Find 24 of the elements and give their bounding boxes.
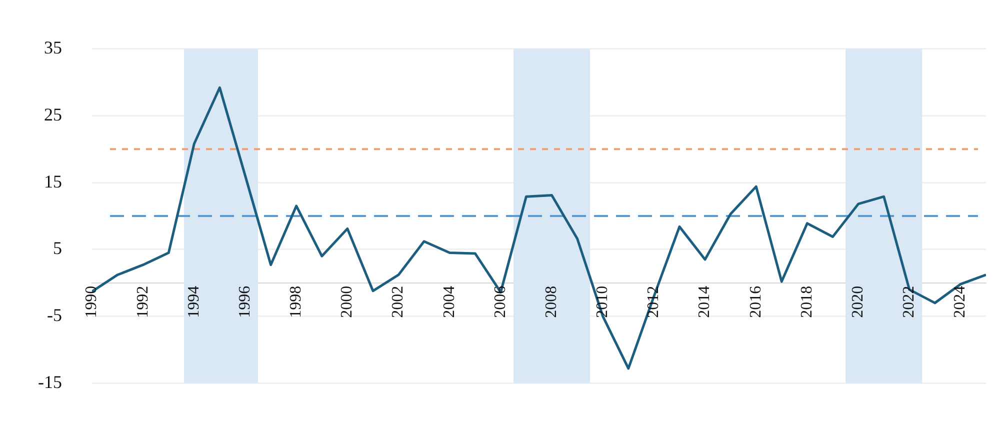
x-tick-label: 2004: [440, 286, 458, 318]
x-tick-label: 2000: [338, 286, 356, 318]
x-tick-label: 2014: [696, 286, 714, 318]
x-tick-label: 2002: [390, 286, 407, 318]
x-tick-label: 2024: [952, 286, 969, 318]
x-tick-label: 1994: [185, 286, 202, 318]
x-tick-label: 1992: [134, 286, 152, 318]
y-tick-label: 5: [52, 238, 62, 258]
x-tick-label: 2016: [747, 286, 764, 318]
x-tick-label: 2020: [849, 286, 866, 318]
x-tick-label: 1996: [236, 286, 254, 318]
y-tick-label: 25: [44, 104, 62, 124]
y-tick-label: -15: [38, 372, 62, 392]
y-tick-label: -5: [46, 305, 62, 326]
x-tick-label: 1998: [288, 286, 305, 318]
x-tick-label: 2018: [798, 286, 816, 318]
x-tick-label: 2008: [542, 286, 560, 318]
x-tick-label: 2022: [900, 286, 918, 318]
x-tick-label: 1990: [83, 286, 100, 318]
x-tick-label: 2012: [645, 286, 662, 318]
y-tick-label: 15: [44, 171, 62, 192]
y-tick-label: 35: [44, 38, 62, 58]
x-tick-label: 2010: [594, 286, 612, 318]
x-tick-label: 2006: [492, 286, 509, 318]
